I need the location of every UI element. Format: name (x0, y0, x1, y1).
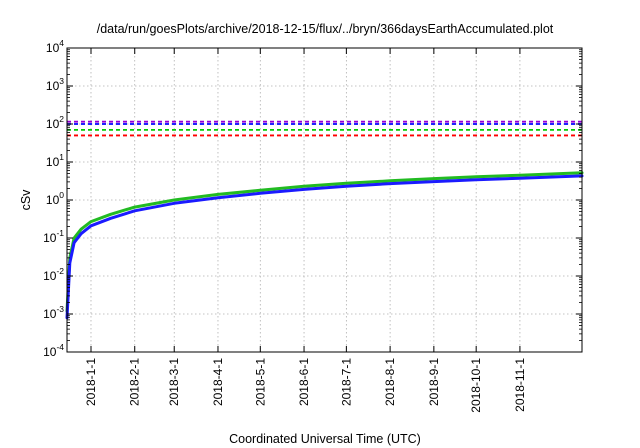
y-axis: 10-4 10-3 10-2 10-1 100 101 102 103 104 (43, 38, 582, 359)
chart-title: /data/run/goesPlots/archive/2018-12-15/f… (97, 22, 554, 36)
y-tick-label: 104 (46, 38, 64, 55)
x-tick-label: 2018-7-1 (339, 358, 353, 406)
y-tick-label: 100 (46, 190, 64, 207)
series-line-0 (65, 171, 584, 313)
x-tick-label: 2018-8-1 (383, 358, 397, 406)
y-tick-label: 101 (46, 152, 64, 169)
y-tick-label: 102 (46, 114, 64, 131)
y-tick-label: 10-3 (43, 304, 64, 321)
y-tick-label: 10-2 (43, 266, 64, 283)
x-tick-label: 2018-11-1 (513, 358, 527, 412)
x-tick-label: 2018-5-1 (253, 358, 267, 406)
x-tick-label: 2018-3-1 (167, 358, 181, 406)
x-tick-label: 2018-1-1 (84, 358, 98, 406)
x-tick-label: 2018-9-1 (427, 358, 441, 406)
y-axis-label: cSv (19, 189, 33, 211)
y-tick-label: 10-4 (43, 342, 64, 359)
y-tick-label: 10-1 (43, 228, 64, 245)
grid (67, 48, 582, 352)
x-tick-label: 2018-6-1 (297, 358, 311, 406)
x-axis-label: Coordinated Universal Time (UTC) (229, 432, 421, 446)
x-tick-label: 2018-10-1 (469, 358, 483, 413)
series-line-1 (65, 174, 584, 320)
x-tick-label: 2018-4-1 (211, 358, 225, 406)
y-tick-label: 103 (46, 76, 64, 93)
x-axis: 2018-1-1 2018-2-1 2018-3-1 2018-4-1 2018-5-1… (84, 48, 527, 413)
series-layer (65, 120, 584, 320)
x-tick-label: 2018-2-1 (128, 358, 142, 406)
